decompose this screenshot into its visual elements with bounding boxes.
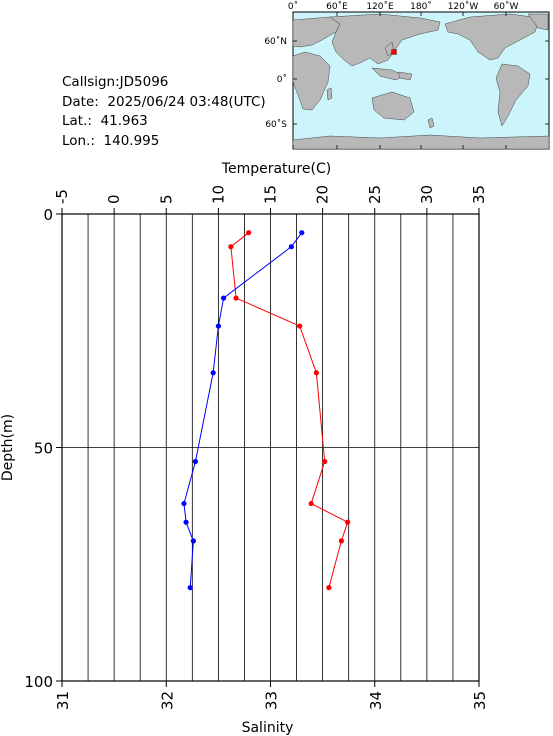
top-axis-tick-label: 35 [470, 185, 488, 204]
latitude-text: Lat.: 41.963 [62, 113, 148, 129]
map-lon-label: 0˚ [288, 1, 298, 12]
world-map: 0˚ 60˚E 120˚E 180˚ 120˚W 60˚W 60˚N 0˚ 60˚S [264, 1, 550, 150]
map-land [292, 13, 550, 150]
map-lat-label: 0˚ [277, 74, 287, 85]
bottom-axis-label: Salinity [242, 720, 294, 736]
salinity-point [190, 538, 196, 544]
map-station-marker [391, 49, 397, 55]
temperature-point [228, 244, 234, 250]
salinity-point [187, 585, 193, 591]
temperature-point [308, 500, 314, 507]
salinity-point [288, 244, 294, 250]
top-axis-tick-label: -5 [53, 189, 71, 204]
top-axis-tick-label: 25 [366, 185, 384, 204]
top-axis-tick-label: 30 [418, 185, 436, 204]
salinity-point [299, 230, 305, 236]
top-axis-label: Temperature(C) [221, 161, 331, 177]
date-text: Date: 2025/06/24 03:48(UTC) [62, 93, 266, 110]
bottom-axis-tick-label: 31 [54, 691, 72, 710]
salinity-point [183, 519, 189, 525]
top-axis-tick-label: 5 [157, 194, 175, 204]
callsign-text: Callsign:JD5096 [62, 74, 169, 90]
top-axis-tick-label: 0 [105, 194, 123, 204]
bottom-axis-tick-label: 33 [263, 691, 281, 710]
y-axis-tick-label: 100 [24, 673, 53, 691]
longitude-text: Lon.: 140.995 [62, 132, 160, 149]
salinity-line [183, 232, 303, 588]
map-lat-label: 60˚N [264, 36, 287, 47]
station-info: Callsign:JD5096 Date: 2025/06/24 03:48(U… [62, 73, 266, 151]
temperature-point [322, 458, 328, 465]
bottom-axis-tick-label: 34 [367, 691, 385, 710]
temperature-point [338, 538, 344, 544]
top-axis-tick-label: 15 [262, 185, 280, 204]
map-lon-label: 60˚E [326, 1, 348, 12]
map-lon-label: 120˚W [448, 1, 479, 12]
map-lat-label: 60˚S [265, 119, 287, 130]
map-lon-label: 180˚ [410, 1, 432, 12]
salinity-point [220, 295, 227, 301]
temperature-point [297, 323, 303, 329]
bottom-axis-tick-label: 32 [158, 691, 176, 710]
y-axis-tick-label: 0 [43, 206, 53, 224]
salinity-point [215, 323, 221, 329]
temperature-point [326, 585, 332, 591]
salinity-point [192, 458, 199, 465]
y-axis-label: Depth(m) [0, 414, 16, 481]
temperature-line [230, 232, 349, 588]
map-lon-label: 60˚W [494, 1, 519, 12]
top-axis-tick-label: 10 [209, 185, 227, 204]
bottom-axis-tick-label: 35 [471, 691, 489, 710]
y-axis-tick-label: 50 [34, 440, 53, 458]
temperature-point [345, 519, 351, 525]
salinity-point [210, 370, 216, 376]
temperature-point [246, 230, 252, 236]
map-lon-label: 120˚E [366, 1, 394, 12]
temperature-point [313, 370, 319, 376]
top-axis-tick-label: 20 [314, 185, 332, 204]
salinity-point [181, 500, 187, 507]
temperature-point [233, 295, 239, 301]
